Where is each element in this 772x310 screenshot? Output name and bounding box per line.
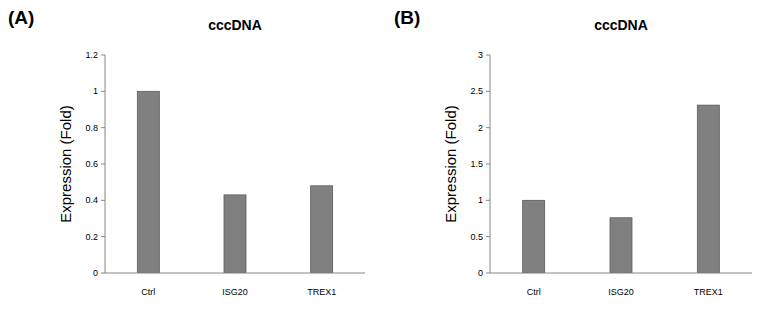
y-tick-label: 0.5	[470, 232, 483, 242]
y-axis-label: Expression (Fold)	[442, 105, 459, 223]
panel-label: (A)	[8, 7, 34, 28]
x-tick-label: ISG20	[608, 287, 634, 297]
y-tick-label: 1.2	[85, 50, 98, 60]
y-tick-label: 0	[93, 268, 98, 278]
y-tick	[101, 55, 105, 56]
y-tick	[101, 200, 105, 201]
y-tick	[486, 127, 490, 128]
y-tick-label: 0.2	[85, 232, 98, 242]
x-tick-label: ISG20	[222, 287, 248, 297]
y-tick	[486, 236, 490, 237]
x-tick-label: Ctrl	[141, 287, 155, 297]
panel-label: (B)	[394, 7, 420, 28]
bars	[137, 91, 332, 273]
y-axis	[105, 55, 106, 273]
bar	[311, 186, 333, 273]
y-tick-label: 2	[478, 123, 483, 133]
y-tick-label: 1	[93, 86, 98, 96]
y-tick-label: 2.5	[470, 86, 483, 96]
y-tick	[101, 273, 105, 274]
y-tick-label: 0.8	[85, 123, 98, 133]
y-tick	[486, 164, 490, 165]
y-tick-label: 0	[478, 268, 483, 278]
x-tick-label: TREX1	[694, 287, 723, 297]
y-tick	[101, 236, 105, 237]
y-tick-label: 1	[478, 195, 483, 205]
bar	[224, 195, 246, 273]
bars	[523, 105, 720, 273]
x-tick-label: TREX1	[307, 287, 336, 297]
panel: (A) cccDNA Expression (Fold) 0 0.2 0.4 0.6 0.8 1…	[8, 7, 365, 297]
y-tick-label: 0.4	[85, 195, 98, 205]
y-axis-label: Expression (Fold)	[57, 105, 74, 223]
y-tick-label: 0.6	[85, 159, 98, 169]
bar	[523, 200, 545, 273]
title: cccDNA	[208, 17, 262, 33]
title: cccDNA	[594, 17, 648, 33]
y-tick	[486, 273, 490, 274]
y-tick	[486, 55, 490, 56]
y-tick	[101, 164, 105, 165]
y-tick-label: 1.5	[470, 159, 483, 169]
bar	[610, 218, 632, 273]
y-tick	[101, 127, 105, 128]
bar	[697, 105, 719, 273]
panel: (B) cccDNA Expression (Fold) 0 0.5 1 1.5 2 2.5 3 C…	[394, 7, 752, 297]
x-tick-label: Ctrl	[527, 287, 541, 297]
bar	[137, 91, 159, 273]
x-axis	[105, 273, 365, 274]
y-tick	[101, 91, 105, 92]
y-tick	[486, 200, 490, 201]
y-tick	[486, 91, 490, 92]
y-tick-label: 3	[478, 50, 483, 60]
x-axis	[490, 273, 752, 274]
y-axis	[490, 55, 491, 273]
figure: (A) cccDNA Expression (Fold) 0 0.2 0.4 0.6 0.8 1…	[0, 0, 772, 310]
